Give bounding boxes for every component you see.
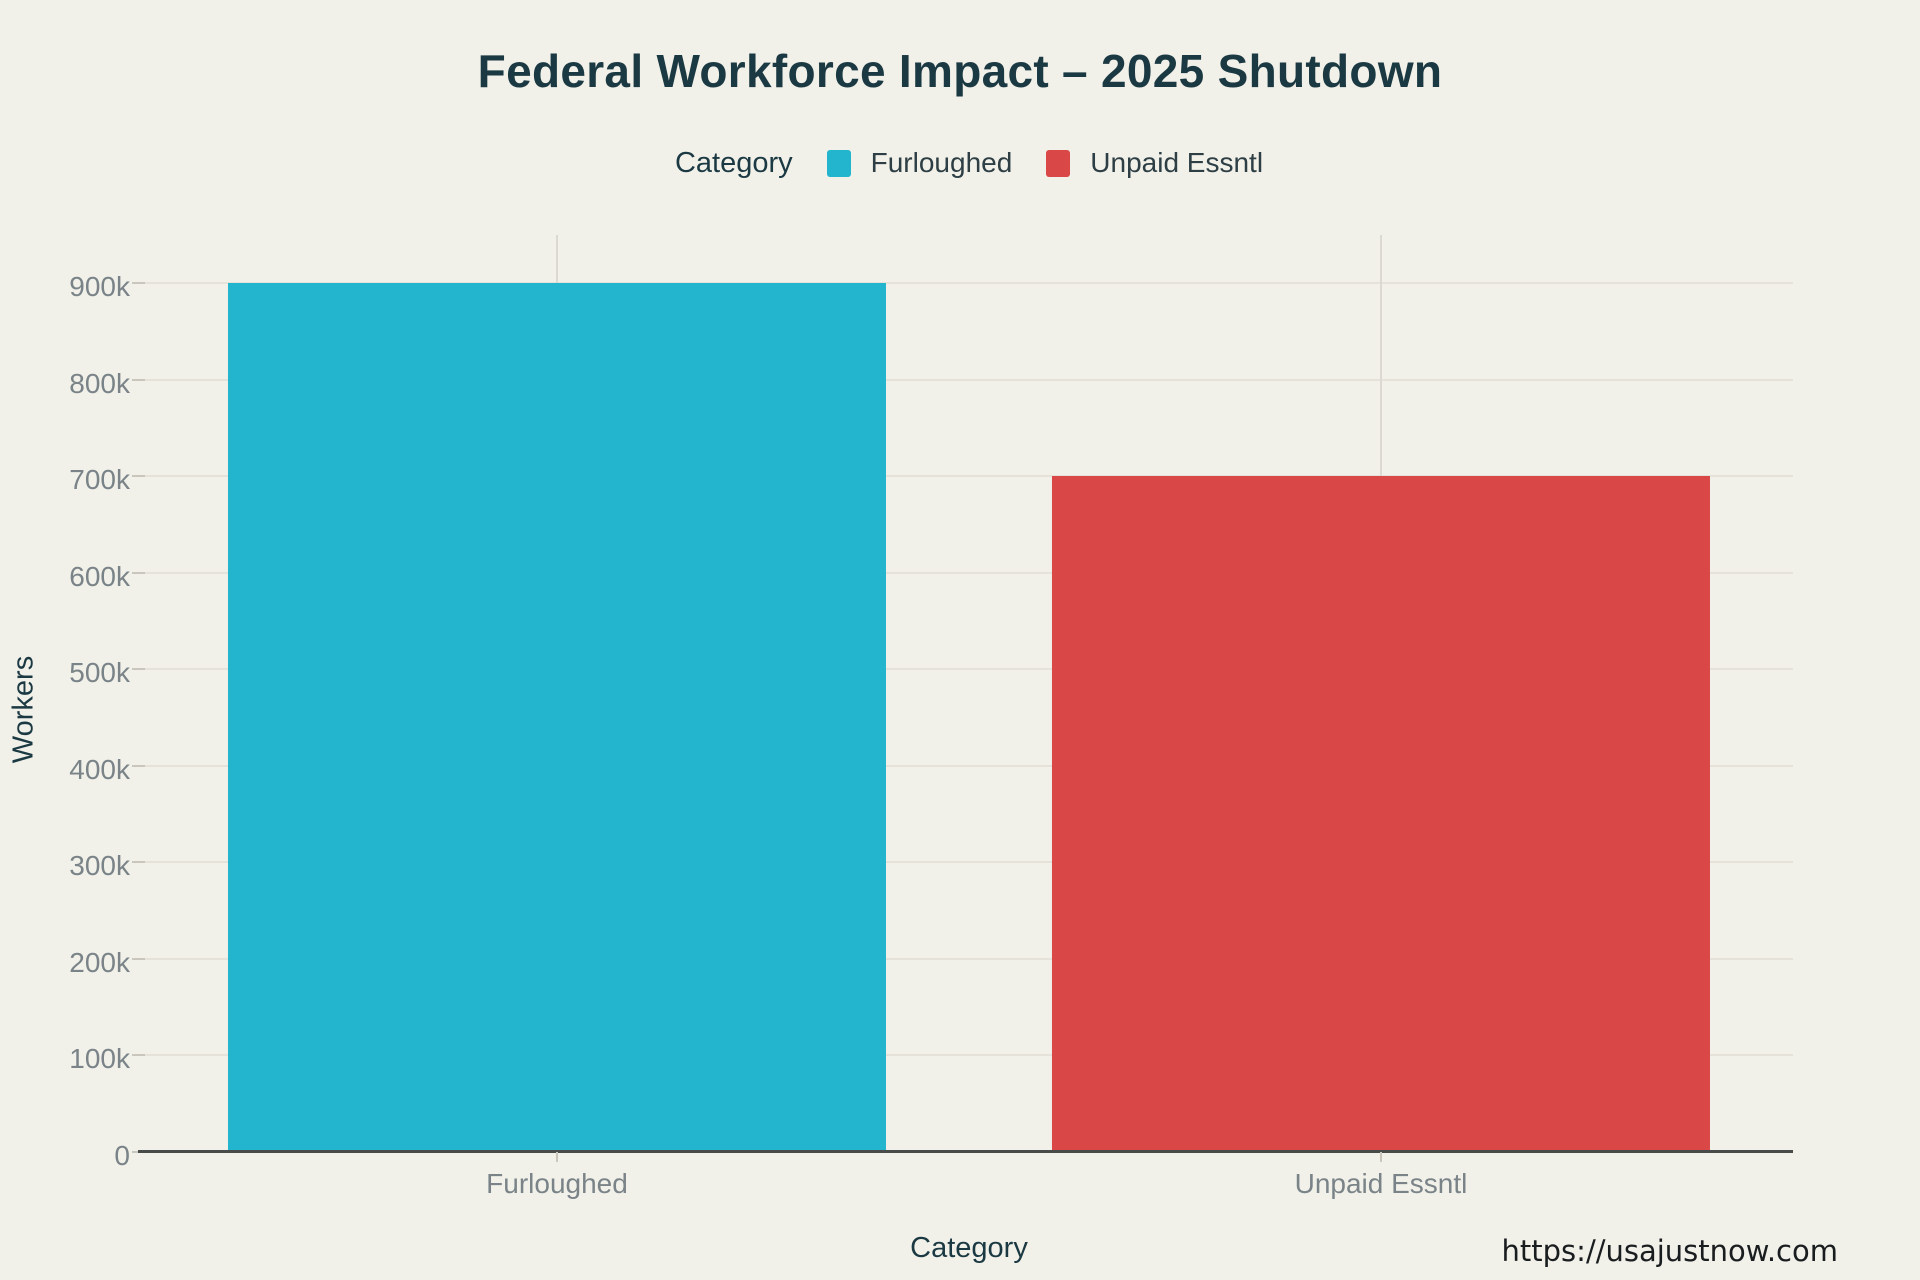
- x-tick-label: Unpaid Essntl: [1294, 1168, 1468, 1199]
- legend-label-furloughed: Furloughed: [870, 147, 1013, 178]
- y-axis-tick-labels: 0 100k 200k 300k 400k 500k 600k 700k 800k 900k: [0, 235, 130, 1170]
- plot-area: [132, 235, 1793, 1162]
- legend-swatch-furloughed-icon: [826, 149, 851, 177]
- y-tick-label: 800k: [69, 367, 130, 399]
- y-tick-label: 600k: [69, 560, 130, 592]
- y-tick-label: 0: [114, 1140, 130, 1171]
- x-tick-label: Furloughed: [486, 1168, 628, 1199]
- y-tick-label: 200k: [69, 946, 130, 978]
- x-axis-line: [138, 1150, 1793, 1153]
- x-axis-title: Category: [910, 1232, 1028, 1264]
- y-axis-title: Workers: [7, 655, 40, 764]
- legend-swatch-unpaid-essntl-icon: [1046, 149, 1071, 177]
- bar-furloughed[interactable]: [227, 283, 887, 1152]
- legend-item-unpaid-essntl[interactable]: Unpaid Essntl: [1046, 147, 1263, 179]
- y-tick-label: 700k: [69, 464, 130, 496]
- y-tick-label: 500k: [69, 657, 130, 689]
- chart-title: Federal Workforce Impact – 2025 Shutdown: [477, 45, 1443, 97]
- y-tick-label: 100k: [69, 1043, 130, 1075]
- source-url: https://usajustnow.com: [1501, 1234, 1838, 1268]
- legend-title: Category: [674, 146, 793, 179]
- legend: Category Furloughed Unpaid Essntl: [145, 138, 1793, 188]
- y-tick-label: 400k: [69, 753, 130, 785]
- x-axis-tick-labels: Furloughed Unpaid Essntl: [145, 1168, 1793, 1204]
- bar-unpaid-essntl[interactable]: [1051, 476, 1711, 1152]
- y-tick-label: 300k: [69, 850, 130, 882]
- legend-item-furloughed[interactable]: Furloughed: [826, 147, 1013, 179]
- legend-label-unpaid-essntl: Unpaid Essntl: [1090, 147, 1264, 178]
- y-tick-label: 900k: [69, 271, 130, 303]
